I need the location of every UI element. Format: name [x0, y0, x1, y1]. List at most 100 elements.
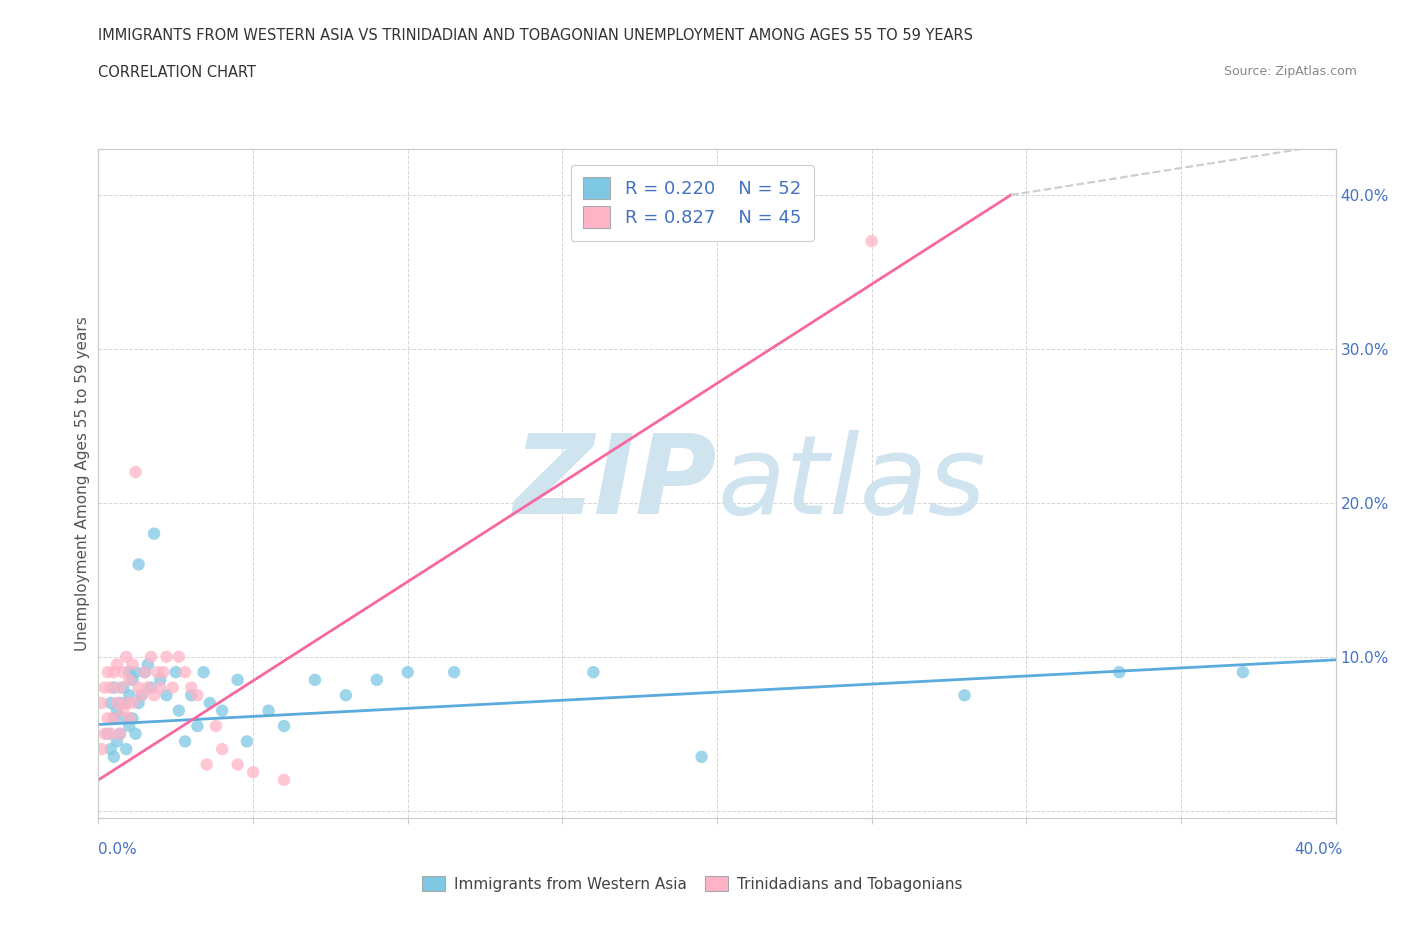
Text: atlas: atlas — [717, 430, 986, 538]
Point — [103, 665, 125, 680]
Point — [112, 703, 135, 718]
Point — [335, 688, 357, 703]
Point — [128, 696, 150, 711]
Point — [103, 680, 125, 695]
Text: CORRELATION CHART: CORRELATION CHART — [98, 65, 256, 80]
Point — [112, 680, 135, 695]
Point — [118, 688, 141, 703]
Point — [97, 711, 120, 725]
Point — [396, 665, 419, 680]
Point — [105, 657, 128, 671]
Point — [100, 696, 122, 711]
Point — [128, 557, 150, 572]
Point — [155, 688, 177, 703]
Point — [124, 726, 146, 741]
Point — [443, 665, 465, 680]
Point — [304, 672, 326, 687]
Text: 40.0%: 40.0% — [1295, 842, 1343, 857]
Point — [165, 665, 187, 680]
Point — [242, 764, 264, 779]
Point — [860, 233, 883, 248]
Point — [136, 680, 159, 695]
Point — [143, 526, 166, 541]
Point — [152, 665, 174, 680]
Point — [121, 672, 143, 687]
Point — [134, 665, 156, 680]
Point — [103, 750, 125, 764]
Point — [226, 757, 249, 772]
Point — [128, 680, 150, 695]
Legend: Immigrants from Western Asia, Trinidadians and Tobagonians: Immigrants from Western Asia, Trinidadia… — [416, 870, 969, 897]
Point — [115, 649, 138, 664]
Point — [115, 742, 138, 757]
Point — [273, 719, 295, 734]
Point — [93, 680, 115, 695]
Point — [1108, 665, 1130, 680]
Point — [690, 750, 713, 764]
Point — [115, 696, 138, 711]
Point — [124, 465, 146, 480]
Point — [167, 649, 190, 664]
Point — [1232, 665, 1254, 680]
Text: IMMIGRANTS FROM WESTERN ASIA VS TRINIDADIAN AND TOBAGONIAN UNEMPLOYMENT AMONG AG: IMMIGRANTS FROM WESTERN ASIA VS TRINIDAD… — [98, 28, 973, 43]
Point — [167, 703, 190, 718]
Point — [180, 688, 202, 703]
Point — [198, 696, 221, 711]
Point — [193, 665, 215, 680]
Point — [195, 757, 218, 772]
Point — [118, 672, 141, 687]
Point — [186, 719, 208, 734]
Point — [226, 672, 249, 687]
Point — [582, 665, 605, 680]
Point — [108, 726, 131, 741]
Point — [105, 703, 128, 718]
Point — [108, 680, 131, 695]
Point — [108, 696, 131, 711]
Point — [97, 665, 120, 680]
Point — [186, 688, 208, 703]
Y-axis label: Unemployment Among Ages 55 to 59 years: Unemployment Among Ages 55 to 59 years — [75, 316, 90, 651]
Point — [143, 688, 166, 703]
Point — [90, 696, 112, 711]
Point — [257, 703, 280, 718]
Point — [205, 719, 228, 734]
Point — [366, 672, 388, 687]
Point — [100, 726, 122, 741]
Text: 0.0%: 0.0% — [98, 842, 138, 857]
Point — [146, 665, 169, 680]
Point — [105, 734, 128, 749]
Point — [97, 726, 120, 741]
Point — [121, 696, 143, 711]
Point — [139, 649, 162, 664]
Point — [136, 657, 159, 671]
Point — [90, 742, 112, 757]
Point — [174, 665, 197, 680]
Point — [211, 742, 233, 757]
Point — [121, 711, 143, 725]
Point — [103, 711, 125, 725]
Text: ZIP: ZIP — [513, 430, 717, 538]
Point — [180, 680, 202, 695]
Point — [121, 657, 143, 671]
Point — [118, 711, 141, 725]
Point — [112, 711, 135, 725]
Point — [100, 680, 122, 695]
Point — [211, 703, 233, 718]
Point — [174, 734, 197, 749]
Point — [124, 665, 146, 680]
Point — [155, 649, 177, 664]
Point — [134, 665, 156, 680]
Point — [100, 742, 122, 757]
Text: Source: ZipAtlas.com: Source: ZipAtlas.com — [1223, 65, 1357, 78]
Point — [149, 680, 172, 695]
Point — [131, 688, 153, 703]
Point — [115, 696, 138, 711]
Point — [93, 726, 115, 741]
Point — [108, 726, 131, 741]
Point — [112, 665, 135, 680]
Point — [236, 734, 259, 749]
Point — [273, 773, 295, 788]
Point — [103, 711, 125, 725]
Point — [149, 672, 172, 687]
Point — [118, 719, 141, 734]
